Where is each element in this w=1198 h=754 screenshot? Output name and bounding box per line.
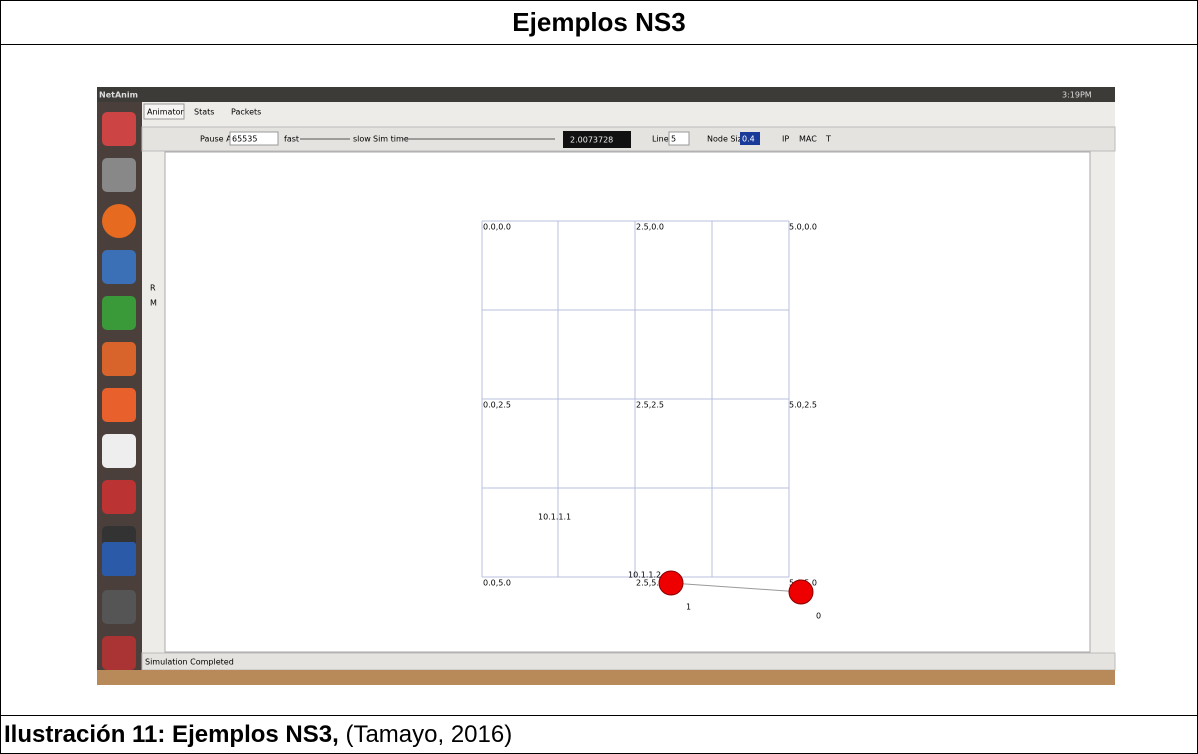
tab[interactable]: Animator xyxy=(147,108,184,117)
mac-button[interactable]: MAC xyxy=(799,135,817,144)
fast-label: fast xyxy=(284,135,299,144)
grid-label: 2.5,0.0 xyxy=(636,223,664,232)
tab[interactable]: Packets xyxy=(231,108,261,117)
node-label: 1 xyxy=(686,603,691,612)
node xyxy=(659,571,683,595)
page: Ejemplos NS3 NetAnim 3:19PM Animator Sta… xyxy=(0,0,1198,754)
caption: Ilustración 11: Ejemplos NS3, (Tamayo, 2… xyxy=(4,717,512,753)
caption-source: (Tamayo, 2016) xyxy=(345,721,512,748)
node-label: 0 xyxy=(816,612,821,621)
simtime-value: 2.0073728 xyxy=(570,136,613,145)
tab[interactable]: Stats xyxy=(194,108,214,117)
grid-label: 5.0,0.0 xyxy=(789,223,817,232)
tool[interactable]: R xyxy=(150,284,156,293)
t-button[interactable]: T xyxy=(825,135,831,144)
app-name: NetAnim xyxy=(99,91,138,100)
slow-label: slow xyxy=(353,135,371,144)
node xyxy=(789,580,813,604)
pause-label: Pause At xyxy=(200,135,235,144)
screenshot: NetAnim 3:19PM Animator Stats Packets Pa… xyxy=(0,0,1198,754)
caption-label: Ilustración 11: Ejemplos NS3, xyxy=(4,721,339,748)
nodesize-value[interactable]: 0.4 xyxy=(742,135,755,144)
clock: 3:19PM xyxy=(1062,91,1092,100)
grid-label: 0.0,2.5 xyxy=(483,401,511,410)
node-label: 10.1.1.1 xyxy=(538,513,571,522)
grid-label: 5.0,2.5 xyxy=(789,401,817,410)
node-label: 10.1.1.2 xyxy=(628,571,661,580)
ip-button[interactable]: IP xyxy=(782,135,789,144)
tool[interactable]: M xyxy=(150,299,157,308)
status: Simulation Completed xyxy=(145,658,234,667)
grid-label: 0.0,0.0 xyxy=(483,223,511,232)
lines-value[interactable]: 5 xyxy=(671,135,676,144)
grid-label: 2.5,2.5 xyxy=(636,401,664,410)
pause-value[interactable]: 65535 xyxy=(232,135,257,144)
grid-label: 0.0,5.0 xyxy=(483,579,511,588)
